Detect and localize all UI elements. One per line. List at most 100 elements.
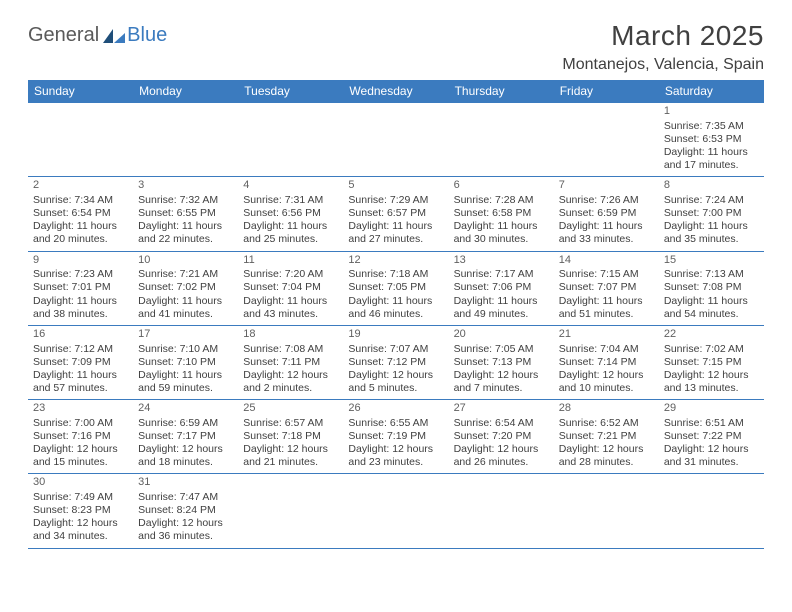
calendar-empty-cell <box>659 474 764 548</box>
day-number: 7 <box>559 179 654 193</box>
sunrise-line: Sunrise: 7:13 AM <box>664 268 759 281</box>
calendar-head: SundayMondayTuesdayWednesdayThursdayFrid… <box>28 80 764 103</box>
daylight-line: Daylight: 12 hours and 5 minutes. <box>348 369 443 395</box>
calendar-empty-cell <box>238 474 343 548</box>
calendar-day-cell: 16Sunrise: 7:12 AMSunset: 7:09 PMDayligh… <box>28 325 133 399</box>
calendar-day-cell: 8Sunrise: 7:24 AMSunset: 7:00 PMDaylight… <box>659 177 764 251</box>
calendar-empty-cell <box>554 103 659 177</box>
daylight-line: Daylight: 12 hours and 34 minutes. <box>33 517 128 543</box>
sunset-line: Sunset: 7:06 PM <box>454 281 549 294</box>
day-number: 1 <box>664 105 759 119</box>
day-number: 23 <box>33 402 128 416</box>
calendar-day-cell: 23Sunrise: 7:00 AMSunset: 7:16 PMDayligh… <box>28 400 133 474</box>
calendar-day-cell: 3Sunrise: 7:32 AMSunset: 6:55 PMDaylight… <box>133 177 238 251</box>
sunset-line: Sunset: 7:05 PM <box>348 281 443 294</box>
sunrise-line: Sunrise: 7:05 AM <box>454 343 549 356</box>
sunrise-line: Sunrise: 7:17 AM <box>454 268 549 281</box>
daylight-line: Daylight: 11 hours and 59 minutes. <box>138 369 233 395</box>
sunrise-line: Sunrise: 7:26 AM <box>559 194 654 207</box>
daylight-line: Daylight: 11 hours and 46 minutes. <box>348 295 443 321</box>
sunrise-line: Sunrise: 7:18 AM <box>348 268 443 281</box>
day-number: 5 <box>348 179 443 193</box>
logo: General Blue <box>28 20 167 47</box>
calendar-page: General Blue March 2025 Montanejos, Vale… <box>0 0 792 549</box>
calendar-day-cell: 9Sunrise: 7:23 AMSunset: 7:01 PMDaylight… <box>28 251 133 325</box>
sunset-line: Sunset: 7:15 PM <box>664 356 759 369</box>
sunset-line: Sunset: 7:07 PM <box>559 281 654 294</box>
sunrise-line: Sunrise: 7:24 AM <box>664 194 759 207</box>
sunrise-line: Sunrise: 7:10 AM <box>138 343 233 356</box>
day-number: 27 <box>454 402 549 416</box>
sunset-line: Sunset: 7:19 PM <box>348 430 443 443</box>
sunrise-line: Sunrise: 7:04 AM <box>559 343 654 356</box>
sunset-line: Sunset: 7:10 PM <box>138 356 233 369</box>
sunrise-line: Sunrise: 6:51 AM <box>664 417 759 430</box>
daylight-line: Daylight: 11 hours and 57 minutes. <box>33 369 128 395</box>
daylight-line: Daylight: 11 hours and 22 minutes. <box>138 220 233 246</box>
calendar-day-cell: 5Sunrise: 7:29 AMSunset: 6:57 PMDaylight… <box>343 177 448 251</box>
calendar-day-cell: 27Sunrise: 6:54 AMSunset: 7:20 PMDayligh… <box>449 400 554 474</box>
weekday-header: Wednesday <box>343 80 448 103</box>
day-number: 19 <box>348 328 443 342</box>
header-row: General Blue March 2025 Montanejos, Vale… <box>28 20 764 74</box>
sunset-line: Sunset: 7:00 PM <box>664 207 759 220</box>
weekday-header: Sunday <box>28 80 133 103</box>
weekday-header: Friday <box>554 80 659 103</box>
daylight-line: Daylight: 12 hours and 18 minutes. <box>138 443 233 469</box>
sunrise-line: Sunrise: 7:28 AM <box>454 194 549 207</box>
calendar-day-cell: 20Sunrise: 7:05 AMSunset: 7:13 PMDayligh… <box>449 325 554 399</box>
sunrise-line: Sunrise: 6:54 AM <box>454 417 549 430</box>
sunset-line: Sunset: 7:11 PM <box>243 356 338 369</box>
sunset-line: Sunset: 7:21 PM <box>559 430 654 443</box>
calendar-day-cell: 30Sunrise: 7:49 AMSunset: 8:23 PMDayligh… <box>28 474 133 548</box>
location: Montanejos, Valencia, Spain <box>562 56 764 74</box>
day-number: 31 <box>138 476 233 490</box>
calendar-day-cell: 29Sunrise: 6:51 AMSunset: 7:22 PMDayligh… <box>659 400 764 474</box>
calendar-day-cell: 2Sunrise: 7:34 AMSunset: 6:54 PMDaylight… <box>28 177 133 251</box>
daylight-line: Daylight: 12 hours and 2 minutes. <box>243 369 338 395</box>
sunset-line: Sunset: 7:17 PM <box>138 430 233 443</box>
day-number: 4 <box>243 179 338 193</box>
sunrise-line: Sunrise: 7:29 AM <box>348 194 443 207</box>
sunrise-line: Sunrise: 6:59 AM <box>138 417 233 430</box>
sunset-line: Sunset: 6:57 PM <box>348 207 443 220</box>
daylight-line: Daylight: 12 hours and 21 minutes. <box>243 443 338 469</box>
calendar-day-cell: 12Sunrise: 7:18 AMSunset: 7:05 PMDayligh… <box>343 251 448 325</box>
day-number: 15 <box>664 254 759 268</box>
sunrise-line: Sunrise: 7:00 AM <box>33 417 128 430</box>
day-number: 11 <box>243 254 338 268</box>
sunset-line: Sunset: 7:01 PM <box>33 281 128 294</box>
sunset-line: Sunset: 8:24 PM <box>138 504 233 517</box>
daylight-line: Daylight: 12 hours and 28 minutes. <box>559 443 654 469</box>
daylight-line: Daylight: 12 hours and 26 minutes. <box>454 443 549 469</box>
weekday-header: Thursday <box>449 80 554 103</box>
sunrise-line: Sunrise: 7:21 AM <box>138 268 233 281</box>
sunrise-line: Sunrise: 7:07 AM <box>348 343 443 356</box>
daylight-line: Daylight: 11 hours and 20 minutes. <box>33 220 128 246</box>
calendar-day-cell: 14Sunrise: 7:15 AMSunset: 7:07 PMDayligh… <box>554 251 659 325</box>
logo-sail-icon <box>103 29 125 43</box>
sunset-line: Sunset: 7:18 PM <box>243 430 338 443</box>
calendar-day-cell: 7Sunrise: 7:26 AMSunset: 6:59 PMDaylight… <box>554 177 659 251</box>
sunrise-line: Sunrise: 7:47 AM <box>138 491 233 504</box>
daylight-line: Daylight: 12 hours and 31 minutes. <box>664 443 759 469</box>
title-block: March 2025 Montanejos, Valencia, Spain <box>562 20 764 74</box>
day-number: 8 <box>664 179 759 193</box>
daylight-line: Daylight: 11 hours and 33 minutes. <box>559 220 654 246</box>
sunset-line: Sunset: 6:56 PM <box>243 207 338 220</box>
day-number: 28 <box>559 402 654 416</box>
calendar-day-cell: 24Sunrise: 6:59 AMSunset: 7:17 PMDayligh… <box>133 400 238 474</box>
calendar-day-cell: 31Sunrise: 7:47 AMSunset: 8:24 PMDayligh… <box>133 474 238 548</box>
calendar-empty-cell <box>554 474 659 548</box>
calendar-body: 1Sunrise: 7:35 AMSunset: 6:53 PMDaylight… <box>28 103 764 549</box>
sunrise-line: Sunrise: 7:35 AM <box>664 120 759 133</box>
daylight-line: Daylight: 11 hours and 51 minutes. <box>559 295 654 321</box>
day-number: 14 <box>559 254 654 268</box>
weekday-row: SundayMondayTuesdayWednesdayThursdayFrid… <box>28 80 764 103</box>
daylight-line: Daylight: 12 hours and 7 minutes. <box>454 369 549 395</box>
daylight-line: Daylight: 11 hours and 17 minutes. <box>664 146 759 172</box>
sunrise-line: Sunrise: 7:34 AM <box>33 194 128 207</box>
calendar-empty-cell <box>343 474 448 548</box>
sunrise-line: Sunrise: 7:02 AM <box>664 343 759 356</box>
calendar-day-cell: 11Sunrise: 7:20 AMSunset: 7:04 PMDayligh… <box>238 251 343 325</box>
